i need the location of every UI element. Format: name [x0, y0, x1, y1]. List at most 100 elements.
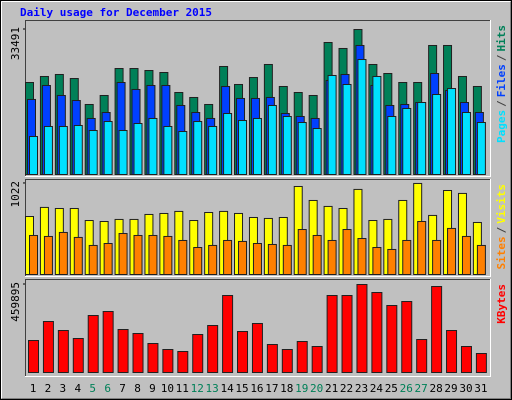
bar [402, 107, 412, 175]
bar [327, 74, 337, 175]
bar [432, 93, 442, 175]
bar [118, 130, 128, 176]
bar [312, 234, 322, 275]
bar [223, 239, 233, 276]
bar [207, 325, 219, 374]
bar [28, 340, 39, 374]
bar [447, 227, 457, 275]
bar [282, 115, 292, 175]
bar [251, 323, 263, 374]
bar [237, 331, 249, 374]
legend-entry: Pages [495, 110, 508, 143]
x-tick-label: 29 [444, 382, 457, 395]
bar [193, 247, 203, 275]
bar [282, 244, 292, 275]
bar [163, 125, 173, 176]
legend-entry: Sites [495, 236, 508, 269]
bar [417, 220, 427, 276]
bar [252, 243, 262, 275]
bar [326, 295, 338, 373]
x-tick-label: 15 [235, 382, 248, 395]
bar [266, 344, 278, 374]
bar [29, 234, 38, 275]
bar [372, 75, 382, 175]
bar [103, 121, 113, 176]
bar [43, 235, 53, 276]
x-tick-label: 21 [325, 382, 338, 395]
bar [73, 236, 83, 276]
bar [192, 334, 204, 373]
bar [342, 83, 352, 175]
bar [432, 239, 442, 276]
bar [475, 353, 487, 374]
bar [117, 329, 129, 373]
bar [356, 284, 368, 373]
bar [208, 125, 218, 176]
bar [58, 231, 68, 276]
x-tick-label: 3 [60, 382, 67, 395]
bar [43, 125, 53, 176]
bar [431, 286, 443, 374]
bar [193, 121, 203, 176]
bar [223, 113, 233, 175]
bar [267, 104, 277, 175]
bar [357, 59, 367, 175]
bar [342, 229, 352, 276]
x-tick-label: 13 [206, 382, 219, 395]
bar [296, 341, 308, 373]
bar [42, 321, 54, 373]
bar [476, 122, 486, 176]
x-tick-label: 25 [385, 382, 398, 395]
bar [133, 234, 143, 275]
bar [476, 244, 486, 275]
bar [177, 351, 189, 374]
legend-separator: / [495, 226, 508, 233]
bar [311, 346, 323, 374]
legend-entry: Files [495, 64, 508, 97]
bar [163, 235, 173, 276]
bar [371, 292, 383, 373]
bar [297, 229, 307, 276]
x-tick-label: 6 [104, 382, 111, 395]
bar [222, 295, 234, 373]
x-tick-label: 17 [265, 382, 278, 395]
bar [461, 112, 471, 175]
bar [446, 330, 458, 374]
x-tick-label: 4 [74, 382, 81, 395]
x-tick-label: 22 [340, 382, 353, 395]
bar [357, 238, 367, 275]
x-tick-label: 10 [161, 382, 174, 395]
x-tick-label: 18 [280, 382, 293, 395]
bar [88, 130, 98, 176]
bar [58, 125, 68, 176]
bar [132, 333, 144, 373]
bar [238, 240, 248, 276]
bar [103, 243, 113, 275]
x-tick-label: 7 [119, 382, 126, 395]
bar [417, 102, 427, 175]
bar [148, 234, 158, 275]
bar [460, 346, 472, 374]
bar [162, 349, 174, 373]
bar [88, 244, 98, 275]
bar [252, 117, 262, 175]
x-tick-label: 20 [310, 382, 323, 395]
y-tick-label: 1022 [9, 181, 22, 208]
bar [238, 120, 248, 176]
x-tick-label: 14 [220, 382, 234, 395]
x-tick-label: 28 [429, 382, 442, 395]
bar [312, 128, 322, 176]
bar [73, 124, 83, 176]
bar [401, 301, 413, 373]
x-tick-label: 16 [250, 382, 263, 395]
bar [57, 330, 69, 374]
bar [118, 233, 128, 276]
x-tick-label: 27 [415, 382, 428, 395]
x-tick-label: 30 [459, 382, 472, 395]
x-tick-label: 23 [355, 382, 368, 395]
bar [267, 243, 277, 276]
bar [102, 311, 114, 374]
legend-entry: Hits [495, 25, 508, 52]
legend-entry: KBytes [495, 284, 508, 324]
bar [133, 123, 143, 176]
